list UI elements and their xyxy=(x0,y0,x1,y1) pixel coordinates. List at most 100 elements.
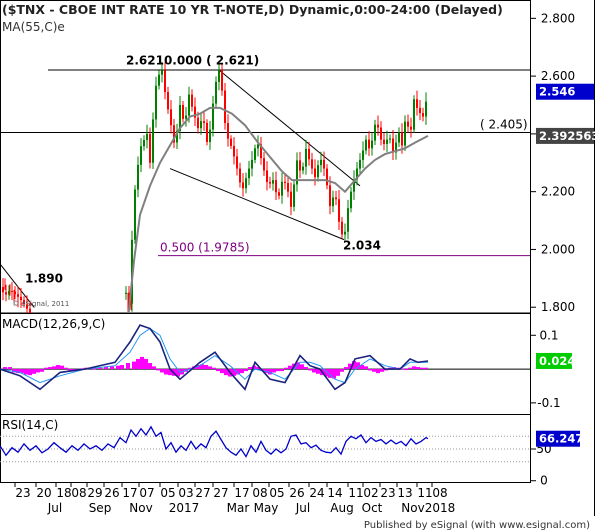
macd-histogram xyxy=(3,356,428,379)
candle-body xyxy=(308,148,310,160)
rsi-title: RSI(14,C) xyxy=(2,418,58,432)
macd-histogram-bar xyxy=(344,367,348,370)
channel-line xyxy=(218,69,361,187)
candle-body xyxy=(329,185,331,207)
macd-histogram-bar xyxy=(140,356,144,370)
rsi-value-tag-bg xyxy=(536,430,580,447)
candle-body xyxy=(362,150,364,160)
candle-body xyxy=(269,182,271,184)
candle-body xyxy=(323,159,325,169)
candle-body xyxy=(194,106,196,118)
candle-body xyxy=(314,168,316,178)
macd-histogram-bar xyxy=(376,369,380,374)
macd-histogram-bar xyxy=(36,369,40,373)
x-tick-label: 07 xyxy=(139,486,154,500)
x-tick-label: 17 xyxy=(122,486,137,500)
candle-body xyxy=(26,304,28,309)
candle-body xyxy=(359,159,361,169)
candle-body xyxy=(344,231,346,235)
candle-body xyxy=(326,168,328,186)
price-annotation: 1.890 xyxy=(25,272,63,286)
macd-histogram-bar xyxy=(52,366,56,370)
rsi-line xyxy=(0,425,429,458)
macd-histogram-bar xyxy=(92,368,96,370)
candle-body xyxy=(365,139,367,151)
candle-body xyxy=(245,178,247,189)
candle-body xyxy=(146,133,148,141)
candle-body xyxy=(8,291,10,295)
candle-body xyxy=(353,179,355,192)
x-month-label: 2017 xyxy=(169,501,200,515)
x-month-label: Aug xyxy=(330,501,353,515)
macd-histogram-bar xyxy=(110,366,114,370)
rsi-y-tick-label: 0 xyxy=(540,474,548,488)
x-month-label: Nov xyxy=(401,501,424,515)
candle-body xyxy=(395,142,397,153)
candle-body xyxy=(278,192,280,196)
candle-body xyxy=(5,292,7,295)
macd-histogram-bar xyxy=(340,369,344,372)
candle-body xyxy=(293,184,295,207)
candle-body xyxy=(152,119,154,163)
macd-histogram-bar xyxy=(408,367,412,370)
macd-histogram-bar xyxy=(44,367,48,370)
candle-body xyxy=(398,132,400,143)
macd-histogram-bar xyxy=(24,369,28,375)
candle-body xyxy=(254,148,256,160)
candle-body xyxy=(407,121,409,127)
candle-body xyxy=(284,181,286,183)
candle-body xyxy=(416,99,418,108)
candle-body xyxy=(350,191,352,209)
macd-histogram-bar xyxy=(284,367,288,370)
x-tick-label: 02 xyxy=(363,486,378,500)
macd-histogram-bar xyxy=(352,360,356,370)
macd-histogram-bar xyxy=(308,369,312,371)
candle-body xyxy=(317,165,319,178)
macd-value-tag: 0.024 xyxy=(539,354,575,368)
candle-body xyxy=(305,148,307,167)
x-month-label: Sep xyxy=(89,501,112,515)
macd-y-tick-label: -0.1 xyxy=(537,396,560,410)
macd-histogram-bar xyxy=(324,369,328,377)
candle-body xyxy=(179,105,181,131)
rsi-value-tag: 66.247 xyxy=(539,432,583,446)
candle-body xyxy=(401,132,403,146)
macd-histogram-bar xyxy=(208,366,212,370)
candle-body xyxy=(425,101,427,117)
candle-body xyxy=(371,140,373,149)
price-annotation: 2.6210.000 ( 2.621) xyxy=(126,54,259,68)
macd-histogram-bar xyxy=(160,369,164,373)
candle-body xyxy=(347,208,349,232)
watermark: © eSignal, 2011 xyxy=(12,300,69,308)
candle-body xyxy=(263,158,265,171)
x-tick-label: 23 xyxy=(380,486,395,500)
candle-body xyxy=(185,115,187,119)
candle-body xyxy=(341,221,343,235)
channel-line xyxy=(169,168,345,241)
candle-body xyxy=(239,168,241,183)
candle-body xyxy=(200,121,202,129)
macd-histogram-bar xyxy=(68,369,72,371)
candle-body xyxy=(413,99,415,130)
candle-body xyxy=(242,182,244,189)
candle-body xyxy=(227,123,229,139)
last-price-tag-bg xyxy=(536,83,594,100)
price-annotation: 2.034 xyxy=(343,238,381,252)
macd-histogram-bar xyxy=(312,369,316,373)
macd-histogram-bar xyxy=(196,365,200,370)
macd-histogram-bar xyxy=(56,365,60,370)
candle-body xyxy=(206,122,208,142)
candle-body xyxy=(182,105,184,119)
x-tick-label: 26 xyxy=(104,486,119,500)
rsi-value-tag: 66.247 xyxy=(536,430,583,447)
candle-body xyxy=(335,197,337,200)
candle-body xyxy=(389,138,391,140)
macd-histogram-bar xyxy=(204,365,208,370)
macd-histogram-bar xyxy=(212,367,216,370)
candle-body xyxy=(221,70,223,91)
macd-value-tag-bg xyxy=(536,352,572,369)
candle-body xyxy=(377,124,379,128)
candle-body xyxy=(236,156,238,169)
x-tick-label: 03 xyxy=(178,486,193,500)
